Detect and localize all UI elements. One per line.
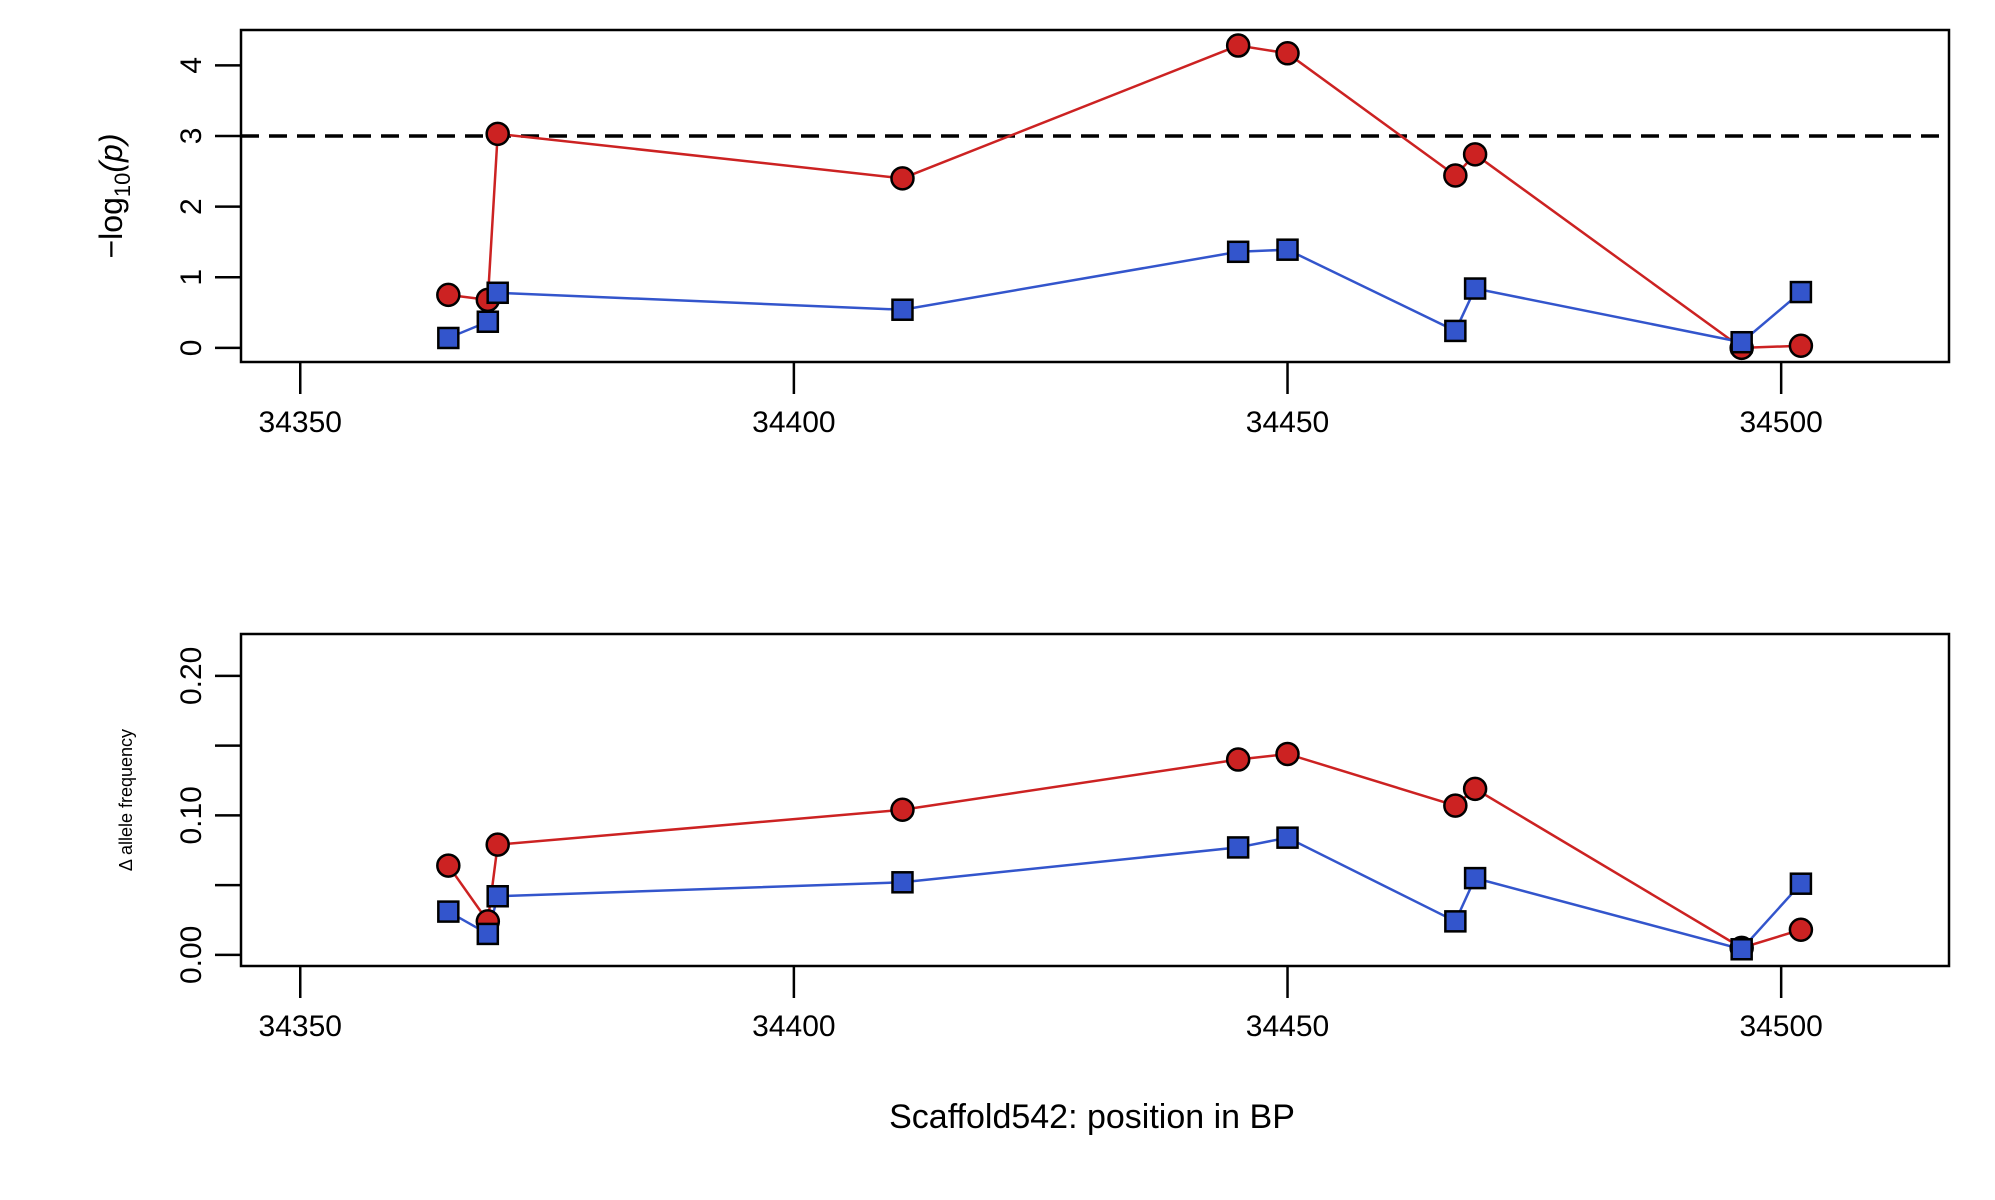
red-data-point — [1225, 747, 1251, 772]
x-tick-label: 34500 — [1739, 1010, 1822, 1043]
allele-series — [436, 741, 1814, 961]
blue-data-point — [1463, 277, 1487, 300]
blue-data-point — [486, 281, 509, 305]
allele-x-axis: 34350 34400 34450 34500 — [259, 966, 1823, 1043]
pvalue-y-axis-label: −log10(p) — [93, 134, 135, 259]
blue-data-point — [891, 871, 914, 894]
allele-frequency-panel: 34350 34400 34450 34500 0.00 0.10 0.20 Δ alle… — [116, 632, 1951, 1136]
y-tick-label: 0 — [175, 340, 208, 357]
blue-data-point — [1789, 872, 1813, 895]
y-tick-label: 0.20 — [175, 647, 208, 705]
x-tick-label: 34450 — [1246, 1010, 1329, 1043]
y-tick-label: 1 — [175, 269, 208, 286]
x-tick-label: 34350 — [259, 406, 342, 439]
pvalue-series — [436, 33, 1814, 361]
blue-data-point — [437, 326, 460, 350]
red-data-point — [1788, 917, 1814, 942]
allele-y-axis-label: Δ allele frequency — [116, 729, 136, 871]
x-tick-label: 34400 — [752, 1010, 835, 1043]
allele-plot-frame — [239, 632, 1951, 968]
y-tick-label: 2 — [175, 198, 208, 215]
allele-y-axis: 0.00 0.10 0.20 — [175, 647, 241, 984]
blue-series-line — [447, 836, 1802, 951]
ylabel-p: (p) — [93, 134, 129, 173]
x-tick-label: 34450 — [1246, 406, 1329, 439]
blue-data-point — [1730, 330, 1753, 354]
red-data-point — [436, 282, 461, 308]
red-data-point — [1443, 793, 1468, 818]
red-data-point — [485, 832, 510, 857]
red-series-line — [447, 752, 1802, 950]
y-tick-label: 0.10 — [175, 786, 208, 844]
blue-data-point — [1444, 319, 1467, 343]
blue-data-point — [1276, 238, 1299, 261]
red-data-point — [485, 121, 510, 147]
x-tick-label: 34400 — [752, 406, 835, 439]
ylabel-subscript: 10 — [110, 173, 135, 197]
blue-data-point — [1276, 826, 1299, 849]
y-tick-label: 4 — [175, 57, 208, 74]
red-data-point — [890, 166, 915, 191]
blue-data-point — [1226, 836, 1250, 859]
blue-data-point — [1730, 938, 1753, 961]
blue-data-point — [891, 298, 914, 321]
blue-data-point — [1463, 866, 1487, 890]
blue-data-point — [486, 885, 509, 908]
y-tick-label: 3 — [175, 128, 208, 145]
red-data-point — [1462, 776, 1488, 802]
red-data-point — [1788, 333, 1814, 359]
blue-data-point — [437, 900, 460, 923]
y-tick-label: 0.00 — [175, 926, 208, 984]
blue-series-line — [447, 248, 1802, 344]
x-axis-title: Scaffold542: position in BP — [889, 1098, 1295, 1136]
red-series-line — [448, 44, 1801, 350]
x-tick-label: 34500 — [1739, 406, 1822, 439]
pvalue-y-axis: 0 1 2 3 4 — [175, 57, 241, 356]
pvalue-x-axis: 34350 34400 34450 34500 — [259, 362, 1823, 439]
x-tick-label: 34350 — [259, 1010, 342, 1043]
red-data-point — [436, 853, 461, 878]
blue-data-point — [476, 310, 500, 333]
red-data-point — [1225, 33, 1251, 58]
red-data-point — [1275, 741, 1300, 767]
blue-data-point — [1444, 910, 1467, 933]
red-data-point — [1443, 163, 1468, 188]
pvalue-plot-frame — [239, 28, 1951, 364]
blue-data-point — [1226, 240, 1250, 264]
red-data-point — [1462, 142, 1488, 167]
blue-data-point — [1789, 280, 1813, 304]
blue-data-point — [476, 922, 500, 946]
ylabel-log: −log — [93, 197, 129, 258]
pvalue-panel: 34350 34400 34450 34500 0 1 2 3 4 −log10(p) — [93, 28, 1951, 439]
red-data-point — [890, 797, 915, 823]
red-data-point — [1275, 41, 1300, 66]
